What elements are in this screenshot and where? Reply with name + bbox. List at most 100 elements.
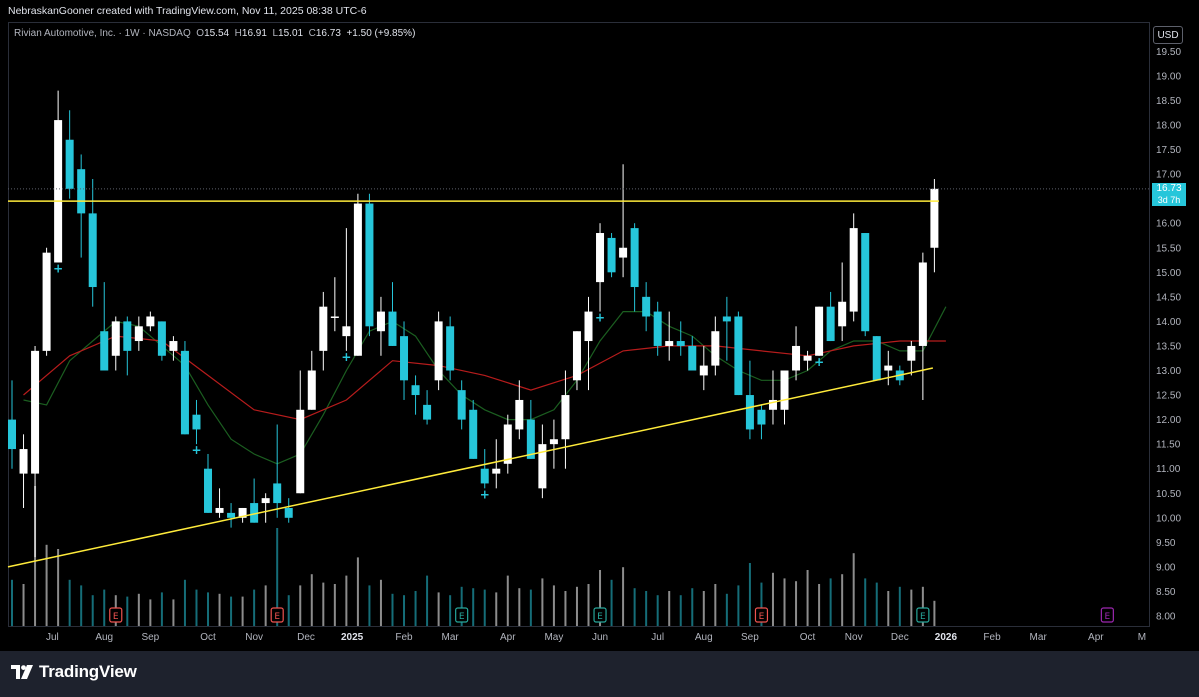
close-value: 16.73	[315, 28, 341, 39]
brand-name: TradingView	[39, 662, 137, 681]
x-tick-label: Apr	[1088, 632, 1104, 643]
earnings-marker	[109, 607, 123, 623]
candle-body	[146, 316, 155, 327]
volume-bar	[68, 579, 71, 626]
y-tick-label: 10.50	[1156, 489, 1181, 500]
volume-bar	[691, 588, 694, 626]
volume-bar	[103, 589, 106, 626]
volume-bar	[172, 599, 175, 626]
volume-bar	[345, 575, 348, 626]
candle-body	[815, 306, 824, 356]
volume-bar	[126, 596, 129, 626]
volume-bar	[921, 586, 924, 626]
candle-body	[572, 331, 581, 381]
volume-bar	[841, 574, 844, 626]
candle-body	[676, 341, 685, 346]
currency-button[interactable]: USD	[1153, 26, 1183, 44]
volume-bar	[310, 574, 313, 626]
earnings-marker-label: E	[1105, 612, 1111, 622]
candle-body	[100, 331, 109, 371]
volume-bar	[322, 582, 325, 626]
dividend-marker: +	[53, 261, 63, 275]
candle-body	[492, 468, 501, 474]
candle-body	[8, 419, 16, 450]
volume-bar	[852, 553, 855, 626]
candle-body	[642, 296, 651, 317]
x-tick-label: Jun	[592, 632, 608, 643]
candle-body	[365, 203, 374, 327]
earnings-marker	[916, 607, 930, 623]
candle-body	[792, 345, 801, 371]
volume-bar	[137, 593, 140, 626]
x-tick-label: Mar	[1030, 632, 1048, 643]
x-tick-label: Nov	[245, 632, 263, 643]
dividend-marker: +	[191, 443, 201, 457]
chart-pane[interactable]	[8, 22, 1150, 627]
candle-body	[803, 355, 812, 361]
candle-body	[861, 233, 870, 332]
candle-body	[884, 365, 893, 371]
y-tick-label: 18.00	[1156, 121, 1181, 132]
volume-bar	[518, 588, 521, 626]
volume-bar	[714, 584, 717, 626]
volume-bar	[22, 584, 25, 626]
x-tick-label: Oct	[200, 632, 216, 643]
candle-body	[526, 419, 535, 459]
candle-body	[192, 414, 201, 430]
tradingview-logo-icon	[11, 665, 33, 679]
volume-bar	[552, 585, 555, 626]
volume-bar	[299, 585, 302, 626]
candle-body	[826, 306, 835, 342]
candle-body	[665, 341, 674, 346]
y-tick-label: 15.50	[1156, 243, 1181, 254]
earnings-marker	[455, 607, 469, 623]
volume-bar	[656, 595, 659, 626]
candle-body	[134, 326, 143, 342]
earnings-marker-label: E	[759, 612, 765, 622]
dividend-marker: +	[480, 487, 490, 501]
x-tick-label: Sep	[741, 632, 759, 643]
chart-credit: NebraskanGooner created with TradingView…	[8, 5, 367, 17]
candle-body	[31, 350, 40, 474]
candle-body	[180, 350, 189, 435]
candlestick-chart[interactable]: + + + + + + E E E E E E E 8.00 8.50 9.00 9.50 10.00 10.50 1…	[0, 0, 1199, 651]
candle-body	[457, 390, 466, 420]
candle-body	[342, 326, 351, 337]
y-tick-label: 8.50	[1156, 587, 1176, 598]
volume-bar	[506, 575, 509, 626]
volume-bar	[241, 596, 244, 626]
candle-body	[42, 252, 51, 351]
earnings-marker	[593, 607, 607, 623]
volume-bar	[45, 544, 48, 626]
volume-bar	[391, 593, 394, 626]
candle-body	[515, 399, 524, 430]
candle-body	[307, 370, 316, 410]
volume-bar	[610, 579, 613, 626]
tradingview-logo[interactable]: TradingView	[11, 662, 137, 682]
volume-bar	[771, 572, 774, 626]
candle-body	[918, 262, 927, 346]
candle-body	[376, 311, 385, 332]
volume-bar	[933, 600, 936, 626]
x-tick-label: Dec	[891, 632, 909, 643]
candle-body	[734, 316, 743, 396]
volume-bar	[702, 591, 705, 626]
volume-bar	[645, 591, 648, 626]
volume-bar	[183, 579, 186, 626]
volume-bar	[207, 592, 210, 626]
y-tick-label: 11.00	[1156, 464, 1181, 475]
volume-bar	[472, 588, 475, 626]
earnings-marker	[754, 607, 769, 623]
candle-body	[538, 444, 547, 489]
earnings-marker	[270, 607, 284, 623]
y-tick-label: 14.50	[1156, 292, 1181, 303]
x-tick-label: Feb	[395, 632, 413, 643]
x-tick-label: Aug	[695, 632, 713, 643]
y-tick-label: 9.00	[1156, 562, 1176, 573]
volume-bar	[149, 599, 152, 626]
candle-body	[411, 385, 420, 396]
dividend-marker: +	[341, 350, 351, 364]
candle-body	[19, 449, 28, 474]
high-value: 16.91	[241, 28, 267, 39]
x-tick-label: Jul	[46, 632, 59, 643]
